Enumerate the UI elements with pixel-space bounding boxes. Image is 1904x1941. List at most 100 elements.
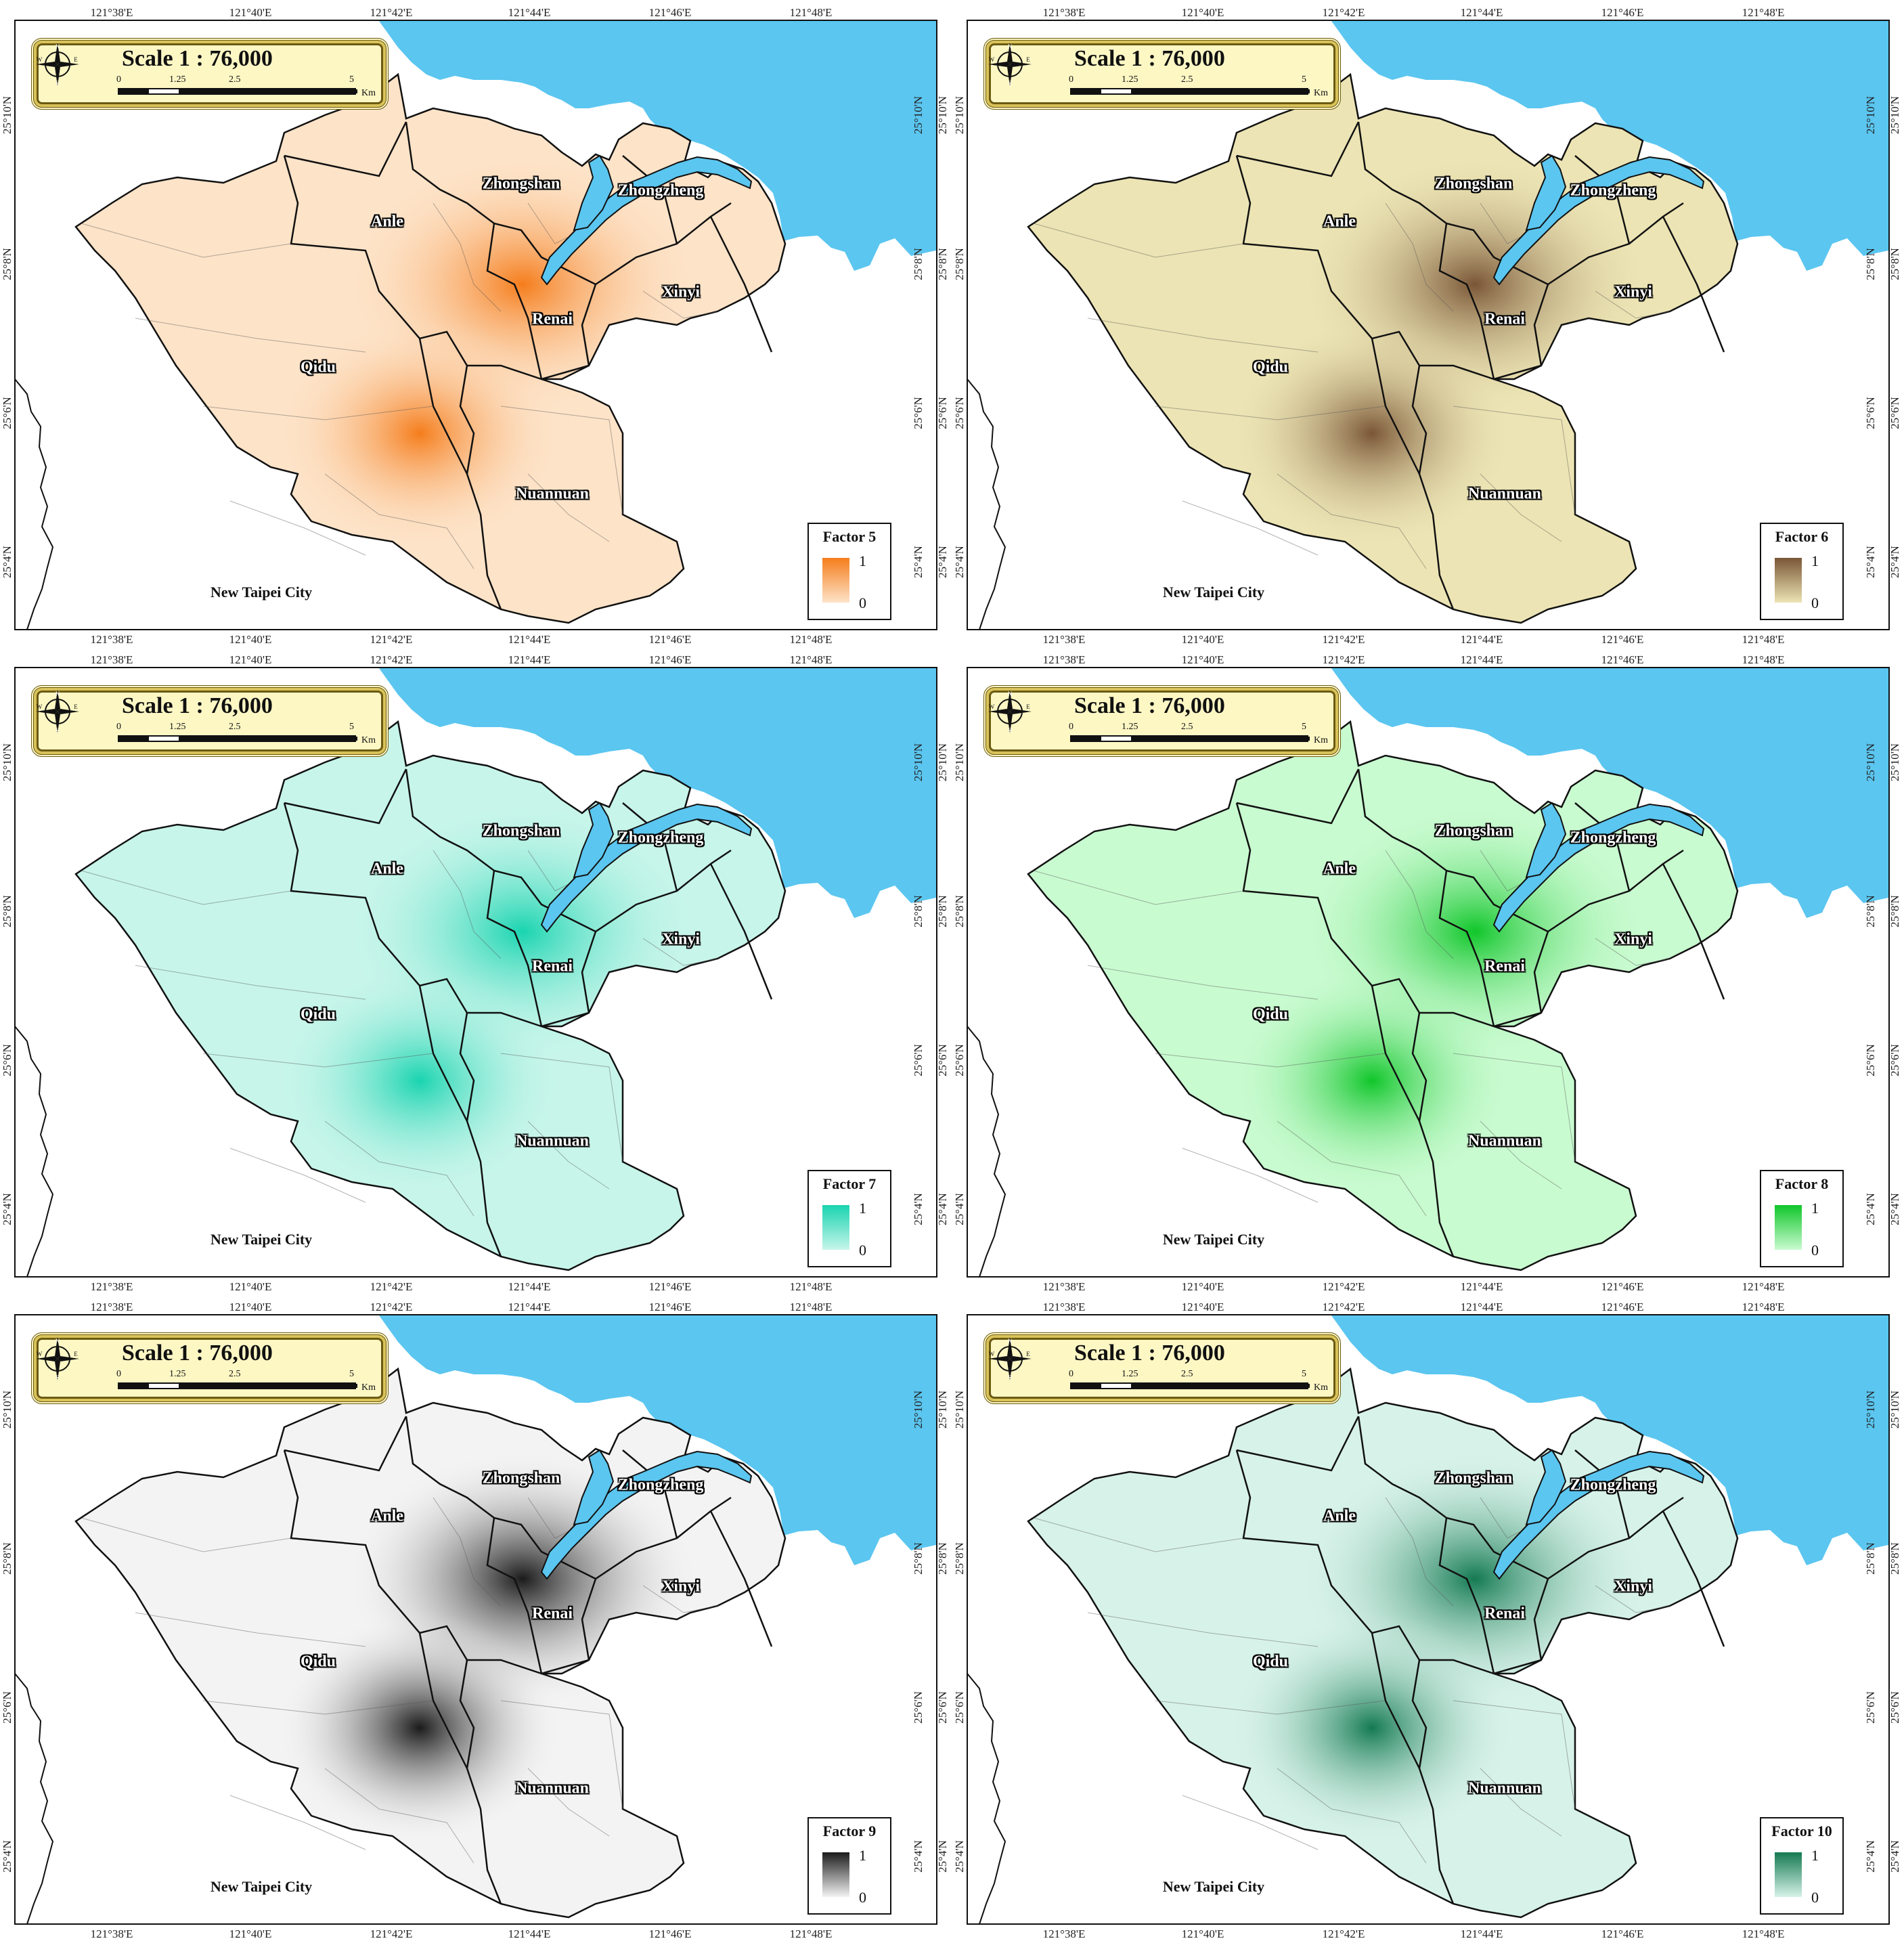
west-coastline	[967, 378, 1006, 630]
coordinate-label: 121°44'E	[1461, 1301, 1503, 1313]
scale-ticks: 0 1.25 2.5 5 Km	[1069, 74, 1328, 98]
coordinate-label: 121°44'E	[1461, 653, 1503, 666]
harbor-inlet	[573, 802, 615, 879]
svg-text:E: E	[74, 703, 78, 710]
coordinate-label: 121°44'E	[508, 1301, 551, 1313]
hotspot-secondary	[278, 1613, 562, 1843]
coordinate-label: 121°40'E	[229, 633, 272, 646]
village-boundaries	[81, 202, 718, 569]
coordinate-label: 25°4'N	[1864, 546, 1877, 578]
coordinate-label: 25°6'N	[1, 1691, 14, 1724]
district-label-zhongshan: Zhongshan	[1434, 175, 1513, 193]
legend: Factor 7 1 0	[807, 1170, 891, 1267]
west-coastline	[967, 1673, 1006, 1925]
neighbor-label: New Taipei City	[210, 1231, 313, 1248]
district-label-renai: Renai	[532, 1605, 573, 1623]
legend-min: 0	[859, 1242, 866, 1259]
longitude-labels-bottom: 121°38'E 121°40'E 121°42'E 121°44'E 121°46'E…	[91, 1927, 833, 1940]
scale-ticks: 0 1.25 2.5 5 Km	[116, 722, 376, 745]
scale-tick: 1.25	[169, 74, 186, 85]
coordinate-label: 121°40'E	[1182, 1301, 1224, 1313]
coordinate-label: 25°4'N	[912, 1193, 925, 1225]
coordinate-label: 25°10'N	[912, 743, 925, 781]
coordinate-label: 25°10'N	[953, 743, 966, 781]
coordinate-label: 25°8'N	[1888, 895, 1901, 928]
scale-bar	[1070, 1382, 1310, 1389]
coordinate-label: 121°44'E	[508, 1280, 551, 1293]
coordinate-label: 25°4'N	[953, 1840, 966, 1873]
scale-unit: Km	[1314, 735, 1328, 745]
district-label-qidu: Qidu	[300, 1005, 336, 1024]
coordinate-label: 25°4'N	[1, 1193, 14, 1225]
legend-color-ramp	[822, 1205, 849, 1250]
district-label-nuannuan: Nuannuan	[1467, 1779, 1542, 1797]
svg-text:S: S	[56, 80, 59, 87]
coordinate-label: 25°8'N	[1888, 1542, 1901, 1575]
coordinate-label: 25°10'N	[936, 743, 949, 781]
district-label-zhongzheng: Zhongzheng	[1570, 1476, 1656, 1494]
coordinate-label: 25°10'N	[936, 1391, 949, 1429]
coordinate-label: 121°38'E	[91, 653, 133, 666]
scale-tick: 1.25	[169, 722, 186, 732]
coordinate-label: 121°42'E	[1323, 1927, 1365, 1940]
legend-min: 0	[859, 594, 866, 611]
coordinate-label: 25°10'N	[1, 1391, 14, 1429]
coordinate-label: 25°8'N	[936, 1542, 949, 1575]
harbor-inlet	[1525, 154, 1567, 232]
latitude-labels-right: 25°10'N 25°8'N 25°6'N 25°4'N 25°10'N 25°8'N 25…	[1864, 1391, 1901, 1873]
coordinate-label: 121°48'E	[790, 1301, 833, 1313]
coordinate-label: 121°44'E	[508, 6, 551, 19]
district-label-zhongshan: Zhongshan	[482, 822, 560, 840]
coordinate-label: 121°40'E	[229, 653, 272, 666]
coordinate-label: 25°6'N	[936, 397, 949, 429]
latitude-labels-right: 25°10'N 25°8'N 25°6'N 25°4'N 25°10'N 25°8'N 25…	[912, 96, 949, 578]
coordinate-label: 121°46'E	[649, 1927, 692, 1940]
coordinate-label: 25°8'N	[953, 1542, 966, 1575]
map-svg: 121°38'E 121°40'E 121°42'E 121°44'E 121°46'E…	[953, 6, 1901, 646]
scale-tick: 1.25	[169, 1369, 186, 1379]
latitude-labels-right: 25°10'N 25°8'N 25°6'N 25°4'N 25°10'N 25°8'N 25…	[912, 1391, 949, 1873]
district-label-anle: Anle	[371, 860, 403, 878]
legend-title: Factor 10	[1771, 1823, 1832, 1839]
scale-bar	[118, 88, 357, 95]
scale-bar	[118, 735, 357, 742]
map-panel-4: 121°38'E 121°40'E 121°42'E 121°44'E 121°46'E…	[952, 647, 1904, 1294]
district-label-nuannuan: Nuannuan	[1467, 1132, 1542, 1150]
coordinate-label: 121°38'E	[1043, 1301, 1086, 1313]
scale-box: N E S W Scale 1 : 76,000 0 1.25 2.5 5 Km	[31, 38, 389, 110]
coordinate-label: 121°44'E	[1461, 1280, 1503, 1293]
coordinate-label: 121°38'E	[1043, 633, 1086, 646]
latitude-labels-left: 25°10'N 25°8'N 25°6'N 25°4'N	[953, 1391, 966, 1873]
coordinate-label: 121°44'E	[508, 653, 551, 666]
legend-title: Factor 6	[1775, 528, 1829, 545]
district-boundaries	[74, 72, 787, 624]
scale-tick: 2.5	[229, 74, 241, 85]
map-svg: 121°38'E 121°40'E 121°42'E 121°44'E 121°46'E…	[1, 653, 949, 1293]
coordinate-label: 25°8'N	[936, 248, 949, 280]
district-boundaries	[1027, 720, 1739, 1271]
scale-box: N E S W Scale 1 : 76,000 0 1.25 2.5 5 Km	[983, 38, 1341, 110]
scale-tick: 0	[1069, 74, 1073, 85]
legend-color-ramp	[1775, 558, 1802, 603]
scale-title: Scale 1 : 76,000	[122, 693, 273, 718]
district-label-renai: Renai	[532, 310, 573, 328]
svg-text:S: S	[56, 727, 59, 734]
sea-area	[379, 668, 936, 918]
latitude-labels-right: 25°10'N 25°8'N 25°6'N 25°4'N 25°10'N 25°8'N 25…	[1864, 96, 1901, 578]
keelung-harbor	[1492, 803, 1705, 933]
coordinate-label: 25°10'N	[912, 96, 925, 134]
coordinate-label: 121°48'E	[1742, 1927, 1785, 1940]
district-label-nuannuan: Nuannuan	[515, 485, 590, 503]
district-label-nuannuan: Nuannuan	[515, 1132, 590, 1150]
legend-color-ramp	[822, 1852, 849, 1897]
district-label-renai: Renai	[1484, 310, 1525, 328]
legend: Factor 8 1 0	[1760, 1170, 1844, 1267]
scale-title: Scale 1 : 76,000	[1074, 46, 1225, 71]
coordinate-label: 121°48'E	[1742, 6, 1785, 19]
legend-min: 0	[859, 1889, 866, 1906]
coordinate-label: 121°44'E	[508, 633, 551, 646]
district-label-qidu: Qidu	[1252, 358, 1289, 376]
svg-text:E: E	[74, 56, 78, 63]
keelung-harbor	[1492, 1450, 1705, 1580]
